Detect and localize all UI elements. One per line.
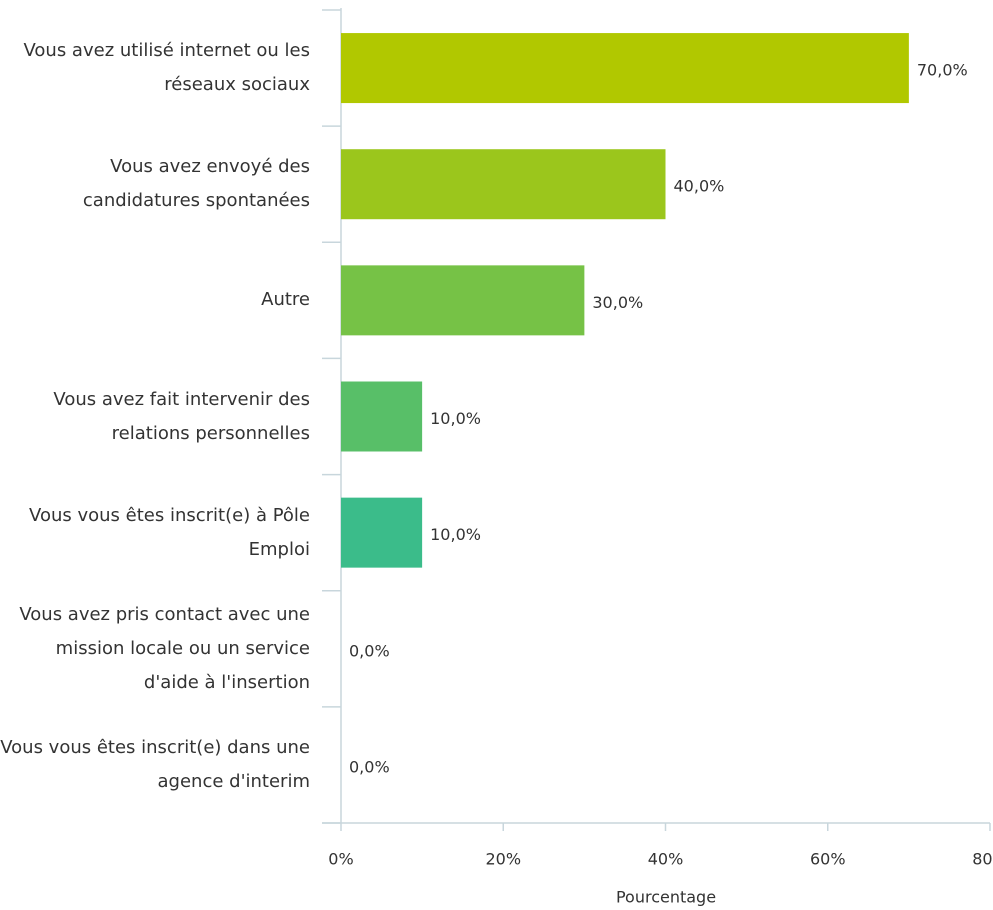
category-label: Vous avez utilisé internet ou les réseau… [23,40,311,96]
category-label: Autre [261,289,310,311]
value-label: 10,0% [430,525,481,544]
x-tick-label: 60% [810,850,846,869]
bar [341,265,585,336]
bar [341,33,909,104]
value-label: 70,0% [917,61,968,80]
category-label: Vous avez envoyé des candidatures sponta… [82,156,310,212]
value-label: 10,0% [430,409,481,428]
value-label: 0,0% [349,757,390,776]
category-label: Vous avez pris contact avec une mission … [19,603,310,693]
value-label: 40,0% [674,177,725,196]
bar [341,381,423,452]
value-label: 0,0% [349,641,390,660]
x-tick-label: 40% [648,850,684,869]
category-label: Vous avez fait intervenir des relations … [53,388,310,444]
bar [341,149,666,220]
x-tick-label: 80% [972,850,993,869]
x-axis-label: Pourcentage [616,888,716,907]
value-label: 30,0% [592,293,643,312]
category-label: Vous vous êtes inscrit(e) à Pôle Emploi [29,504,310,560]
x-tick-label: 20% [485,850,521,869]
bar [341,497,423,568]
x-tick-label: 0% [328,850,353,869]
category-label: Vous vous êtes inscrit(e) dans une agenc… [0,736,310,792]
